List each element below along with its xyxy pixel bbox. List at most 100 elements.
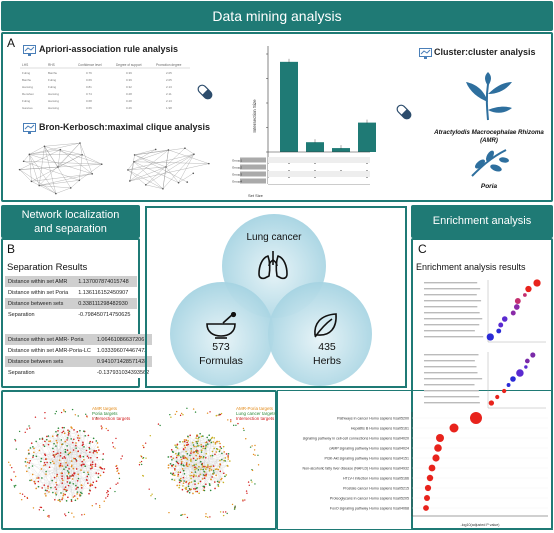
network-node — [81, 464, 83, 466]
network-node — [176, 457, 178, 459]
network-node — [235, 425, 236, 426]
network-node — [43, 510, 44, 511]
svg-text:0.76: 0.76 — [86, 71, 92, 75]
network-node — [55, 445, 57, 447]
matrix-row — [268, 164, 370, 170]
upset-bar — [280, 62, 298, 152]
dotplot-label — [424, 378, 482, 379]
enrichment-dotplot-1 — [418, 278, 548, 348]
network-node — [197, 458, 199, 460]
network-node — [116, 471, 117, 472]
network-node — [220, 414, 221, 415]
clique-edge — [166, 150, 168, 167]
network-node — [63, 430, 65, 432]
pathway-label: Pathways in cancer Homo sapiens hsa05200 — [337, 417, 409, 421]
network-node — [75, 445, 77, 447]
network-node — [77, 437, 79, 439]
network-node — [186, 463, 188, 465]
network-node — [191, 481, 193, 483]
network-node — [73, 438, 75, 440]
network-node — [72, 409, 73, 410]
separation-value: 0.338111298482930 — [75, 298, 137, 309]
network-node — [116, 468, 117, 469]
network-node — [15, 485, 16, 486]
network-node — [193, 452, 195, 454]
network-node — [60, 463, 62, 465]
clique-edge — [146, 154, 194, 185]
network-node — [63, 409, 64, 410]
pathway-bubble — [434, 444, 442, 452]
network-node — [35, 417, 36, 418]
network-node — [14, 486, 15, 487]
network-node — [75, 442, 77, 444]
network-node — [179, 485, 181, 487]
network-node — [172, 473, 174, 475]
separation-label: Distance between sets — [5, 356, 94, 367]
svg-text:2.11: 2.11 — [166, 92, 172, 96]
network-node — [101, 425, 102, 426]
network-node — [77, 498, 79, 500]
clique-edge — [166, 154, 194, 167]
network-node — [24, 496, 25, 497]
network-node — [77, 474, 79, 476]
network-node — [198, 437, 200, 439]
network-edge — [34, 452, 42, 469]
dotplot-label — [424, 360, 475, 361]
network-node — [211, 442, 213, 444]
network-node — [32, 465, 34, 467]
dotplot-point — [514, 304, 520, 310]
network-node — [180, 415, 181, 416]
network-node — [246, 490, 247, 491]
network-node — [55, 431, 57, 433]
network-node — [27, 498, 28, 499]
network-node — [40, 461, 42, 463]
network-node — [83, 464, 85, 466]
network-node — [200, 461, 202, 463]
network-node — [184, 441, 186, 443]
svg-text:Gancao: Gancao — [22, 106, 33, 110]
network-node — [223, 451, 225, 453]
network-node — [192, 442, 194, 444]
enrichment-dotplot-2 — [418, 350, 548, 412]
network-node — [225, 457, 227, 459]
network-node — [243, 428, 244, 429]
set-size-bar — [240, 172, 266, 177]
network-node — [52, 448, 54, 450]
network-node — [95, 503, 96, 504]
network-node — [179, 441, 181, 443]
network-node — [63, 493, 65, 495]
network-node — [244, 499, 245, 500]
dotplot-point — [496, 329, 501, 334]
network-node — [65, 449, 67, 451]
network-node — [44, 462, 46, 464]
panel-a-letter: A — [7, 36, 15, 50]
network-node — [78, 478, 80, 480]
separation-label: Distance within set AMR-Poria-LC — [5, 345, 94, 356]
network-node — [96, 457, 98, 459]
network-node — [61, 412, 62, 413]
network-node — [209, 516, 210, 517]
clique-node — [19, 169, 21, 171]
network-node — [174, 468, 176, 470]
network-node — [89, 442, 91, 444]
svg-text:Baizhu: Baizhu — [48, 71, 58, 75]
network-node — [39, 450, 41, 452]
network-node — [200, 481, 202, 483]
network-node — [209, 470, 211, 472]
svg-text:Promotion degree: Promotion degree — [156, 63, 182, 67]
network-node — [43, 444, 45, 446]
network-node — [205, 442, 207, 444]
network-node — [35, 441, 37, 443]
network-node — [92, 461, 94, 463]
network-node — [25, 461, 27, 463]
network-node — [113, 446, 114, 447]
network-node — [139, 464, 140, 465]
network-node — [227, 458, 229, 460]
network-node — [195, 491, 197, 493]
network-node — [194, 480, 196, 482]
network-node — [110, 488, 111, 489]
network-node — [56, 442, 58, 444]
clique-node — [81, 154, 83, 156]
network-node — [185, 481, 187, 483]
network-node — [178, 455, 180, 457]
